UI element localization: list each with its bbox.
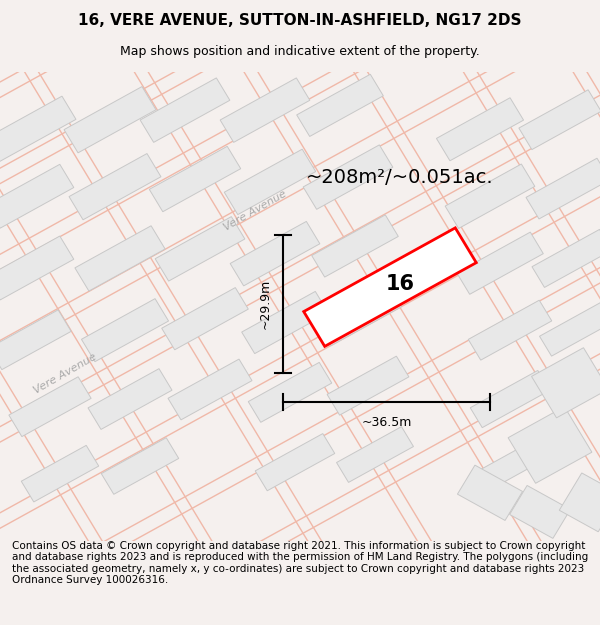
Polygon shape [75,226,165,291]
Polygon shape [296,74,383,136]
Polygon shape [318,286,402,346]
Polygon shape [303,145,393,209]
Text: Vere Avenue: Vere Avenue [32,351,98,395]
Polygon shape [0,310,71,369]
Polygon shape [9,377,91,437]
Polygon shape [508,407,592,483]
Polygon shape [0,164,74,228]
Polygon shape [509,486,571,538]
Polygon shape [248,362,332,423]
Text: ~208m²/~0.051ac.: ~208m²/~0.051ac. [306,168,494,187]
Polygon shape [532,229,600,288]
Text: 16: 16 [386,274,415,294]
Polygon shape [470,371,550,428]
Polygon shape [457,465,523,521]
Polygon shape [168,359,252,420]
Polygon shape [155,217,245,281]
Polygon shape [82,299,169,362]
Text: ~29.9m: ~29.9m [259,279,271,329]
Polygon shape [468,300,552,360]
Polygon shape [64,87,156,153]
Polygon shape [539,301,600,356]
Text: Map shows position and indicative extent of the property.: Map shows position and indicative extent… [120,45,480,58]
Polygon shape [327,356,409,415]
Polygon shape [436,98,524,161]
Polygon shape [220,78,310,142]
Polygon shape [0,96,76,162]
Polygon shape [224,149,316,214]
Polygon shape [101,438,179,494]
Polygon shape [337,427,413,483]
Polygon shape [519,90,600,149]
Polygon shape [242,291,328,354]
Polygon shape [161,288,248,350]
Polygon shape [473,439,547,493]
Polygon shape [532,348,600,418]
Polygon shape [457,232,544,294]
Polygon shape [559,473,600,532]
Polygon shape [88,369,172,429]
Text: Vere Avenue: Vere Avenue [222,189,288,232]
Polygon shape [0,236,74,300]
Polygon shape [304,228,476,346]
Polygon shape [445,164,535,229]
Polygon shape [311,215,398,277]
Polygon shape [21,446,99,502]
Polygon shape [149,146,241,212]
Text: ~36.5m: ~36.5m [361,416,412,429]
Polygon shape [255,434,335,491]
Text: Contains OS data © Crown copyright and database right 2021. This information is : Contains OS data © Crown copyright and d… [12,541,588,586]
Polygon shape [230,221,320,286]
Polygon shape [69,154,161,220]
Polygon shape [526,158,600,219]
Polygon shape [140,78,230,142]
Text: 16, VERE AVENUE, SUTTON-IN-ASHFIELD, NG17 2DS: 16, VERE AVENUE, SUTTON-IN-ASHFIELD, NG1… [78,12,522,28]
